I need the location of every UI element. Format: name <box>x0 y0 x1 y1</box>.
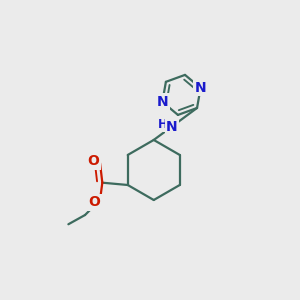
Text: O: O <box>88 195 100 209</box>
Text: H: H <box>158 118 168 131</box>
Text: N: N <box>157 95 168 109</box>
Text: O: O <box>88 154 100 168</box>
Text: N: N <box>195 81 206 95</box>
Text: N: N <box>166 119 178 134</box>
